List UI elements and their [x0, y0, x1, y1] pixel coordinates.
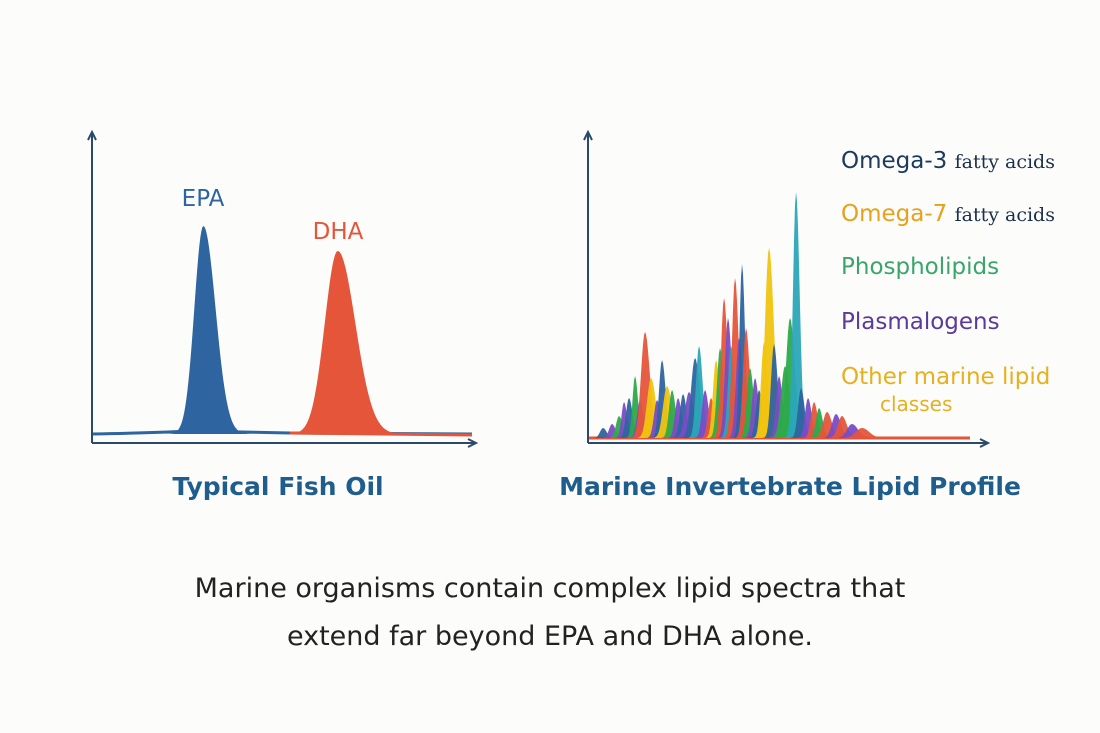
lipid-peak — [739, 378, 771, 438]
lipid-peak — [596, 424, 628, 438]
legend-omega-3-label: Omega-3 — [841, 148, 948, 174]
invertebrate-lipid-chart — [583, 129, 991, 448]
lipid-peak — [667, 394, 699, 438]
lipid-peak — [708, 298, 740, 438]
lipid-peak — [734, 368, 766, 438]
lipid-peak — [587, 428, 619, 438]
lipid-peak — [689, 390, 721, 438]
lipid-peak — [770, 318, 810, 438]
fish-oil-y-arrowhead — [87, 129, 97, 141]
lipid-peak — [758, 344, 790, 438]
lipid-peak — [728, 264, 756, 438]
lipid-peak — [656, 390, 688, 438]
invertebrate-y-arrowhead — [583, 129, 593, 141]
lipid-peak — [763, 376, 795, 438]
lipid-peak — [712, 318, 744, 438]
lipid-peak — [816, 414, 856, 438]
legend-phospholipids: Phospholipids — [841, 254, 1000, 280]
lipid-peak — [719, 278, 751, 438]
lipid-peak — [828, 424, 876, 438]
epa-peak-label: EPA — [181, 186, 225, 212]
lipid-peak — [834, 428, 890, 438]
lipid-peak — [807, 412, 847, 438]
lipid-peak — [730, 328, 762, 438]
dha-peak — [267, 250, 428, 434]
lipid-peak — [798, 402, 830, 438]
invertebrate-x-arrowhead — [979, 438, 991, 448]
legend-other-marine-lipid-line2: classes — [880, 392, 953, 416]
fish-oil-chart — [87, 129, 479, 448]
right-panel-title: Marine Invertebrate Lipid Profile — [559, 472, 1021, 501]
legend-omega-7: Omega-7 fatty acids — [841, 201, 1055, 227]
lipid-peak — [625, 332, 665, 438]
lipid-peak — [621, 376, 649, 438]
lipid-peak — [683, 346, 715, 438]
lipid-peak — [792, 398, 824, 438]
lipid-peak — [613, 398, 645, 438]
legend-omega-3: Omega-3 fatty acids — [841, 148, 1055, 174]
lipid-peak — [749, 248, 789, 438]
lipid-peak — [647, 386, 687, 438]
lipid-peak — [675, 358, 715, 438]
legend-omega-7-label: Omega-7 — [841, 201, 948, 227]
lipid-peak — [646, 360, 678, 438]
fish-oil-x-arrowhead — [467, 438, 479, 448]
left-panel-title: Typical Fish Oil — [172, 472, 384, 501]
caption-line-2: extend far beyond EPA and DHA alone. — [286, 621, 814, 652]
lipid-peak — [695, 398, 727, 438]
lipid-peak — [780, 192, 812, 438]
lipid-peak — [785, 388, 817, 438]
legend-omega-3-tail: fatty acids — [954, 151, 1055, 173]
lipid-peak — [822, 416, 862, 438]
legend-omega-7-tail: fatty acids — [954, 204, 1055, 226]
lipid-peak — [610, 402, 638, 438]
lipid-peak — [803, 408, 835, 438]
lipid-peak — [662, 398, 694, 438]
legend-other-marine-lipid: Other marine lipid — [841, 364, 1051, 390]
lipid-peak — [700, 360, 732, 438]
lipid-peak — [743, 390, 775, 438]
epa-peak — [133, 226, 294, 434]
lipid-peak — [603, 416, 635, 438]
legend-plasmalogens: Plasmalogens — [841, 309, 1000, 335]
dha-peak-label: DHA — [312, 219, 364, 245]
caption-line-1: Marine organisms contain complex lipid s… — [194, 573, 906, 604]
lipid-peak — [631, 378, 671, 438]
